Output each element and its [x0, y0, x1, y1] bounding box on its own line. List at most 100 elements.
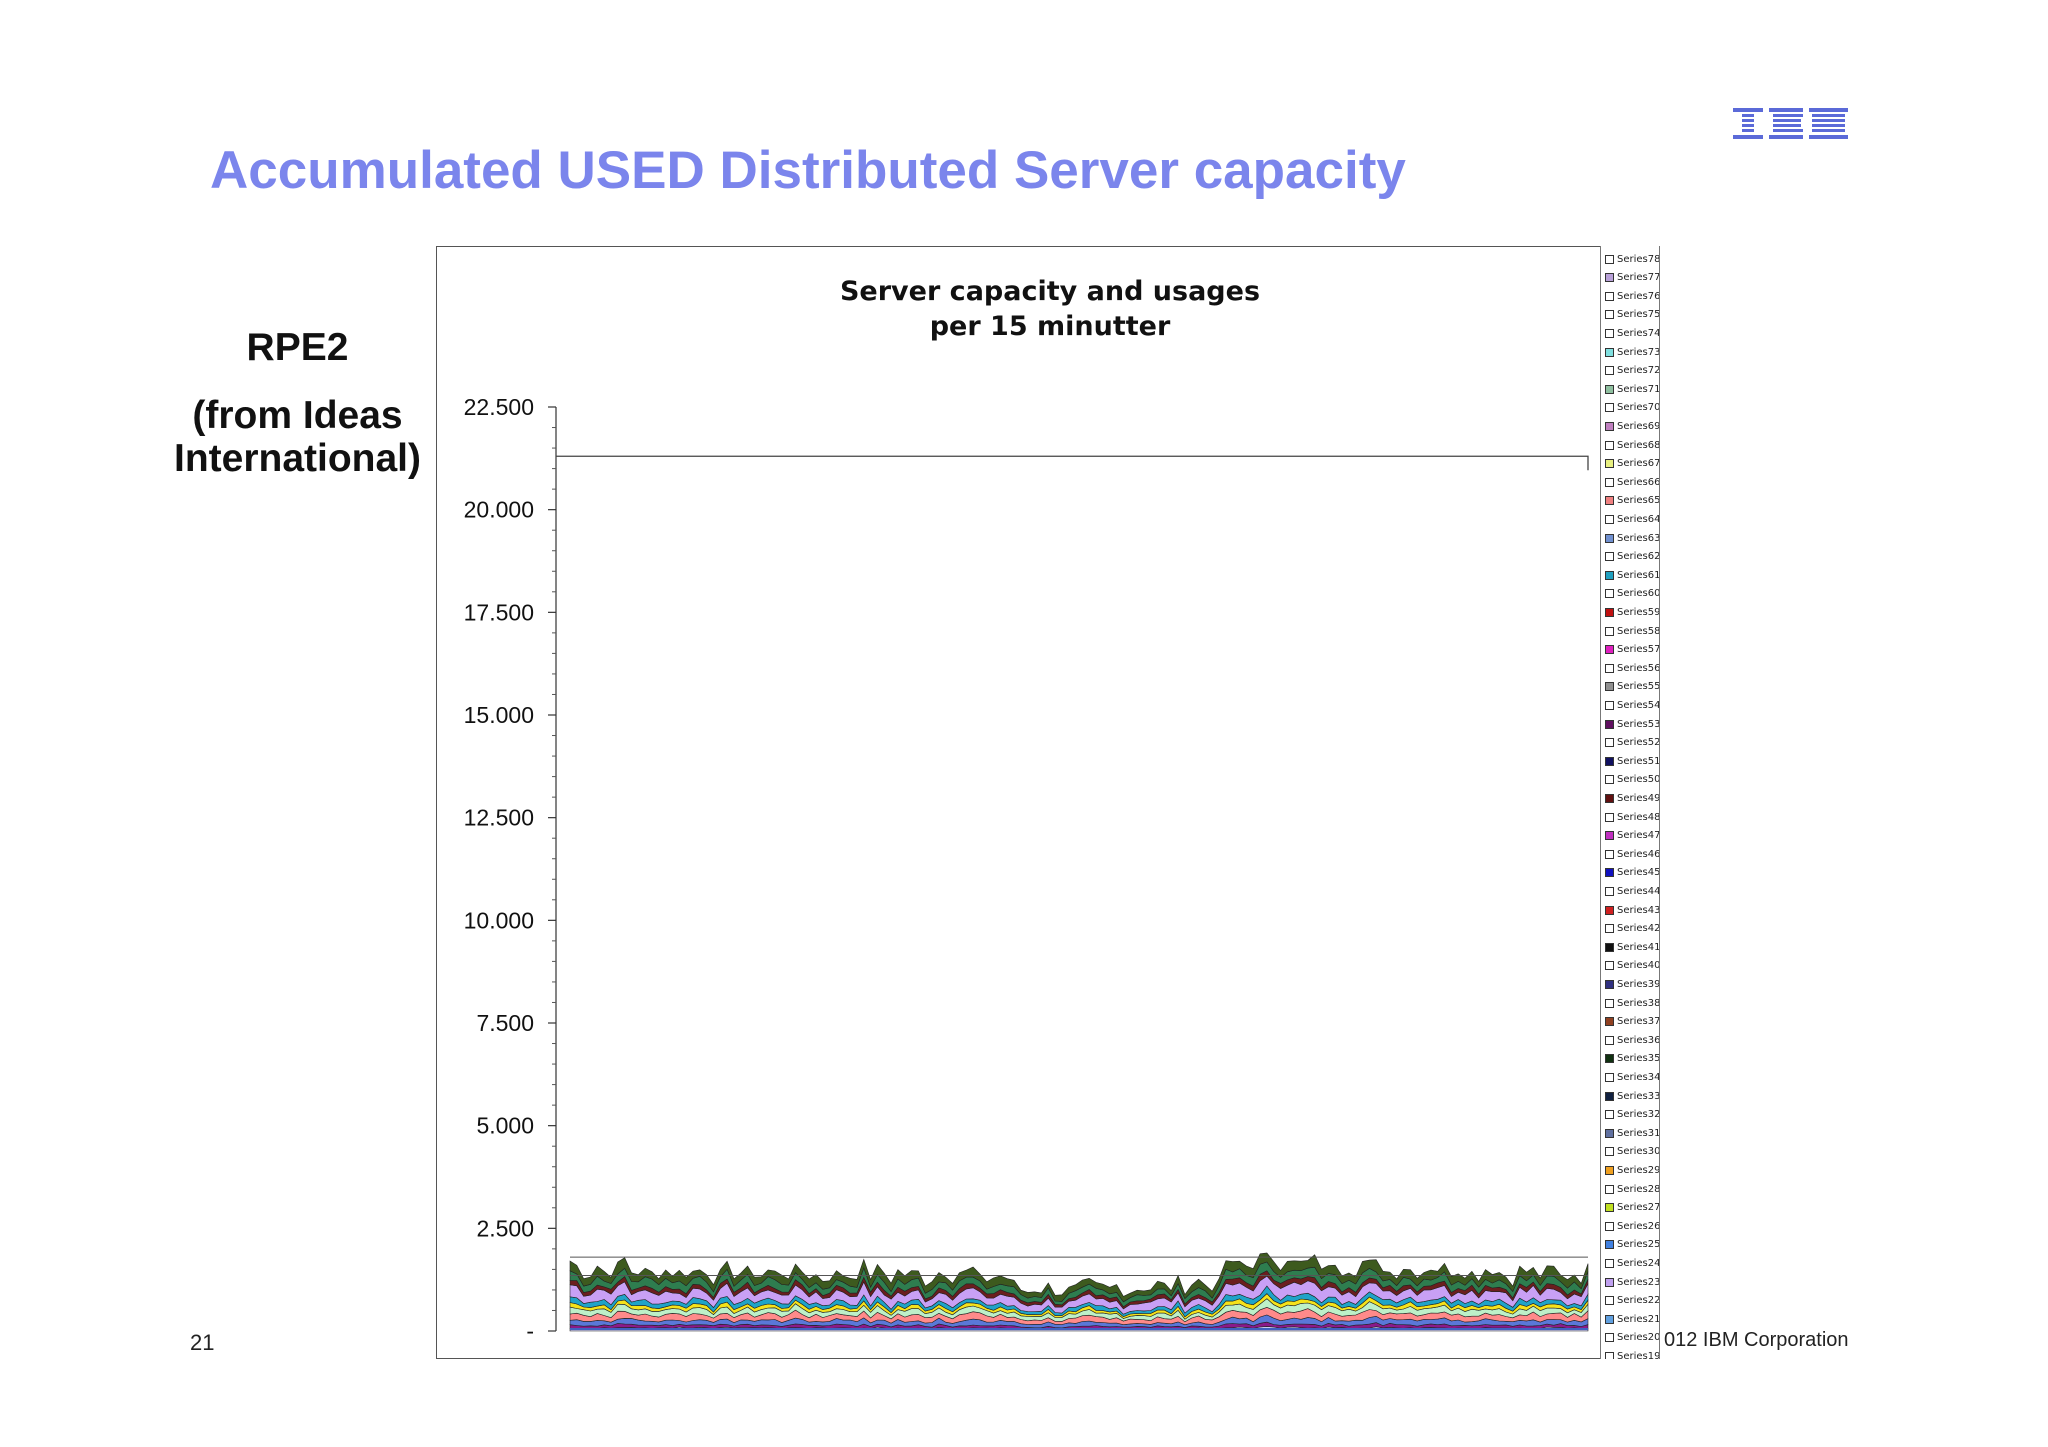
- legend-label: Series74: [1617, 327, 1660, 339]
- legend-label: Series54: [1617, 699, 1660, 711]
- legend-item: Series39: [1605, 976, 1660, 992]
- legend-item: Series34: [1605, 1069, 1659, 1085]
- legend-swatch: [1605, 979, 1614, 989]
- legend-swatch: [1605, 1351, 1614, 1359]
- legend-label: Series67: [1617, 458, 1660, 470]
- legend-label: Series72: [1617, 365, 1660, 377]
- legend-swatch: [1605, 942, 1614, 952]
- legend-label: Series61: [1617, 569, 1660, 581]
- legend-item: Series31: [1605, 1125, 1660, 1141]
- legend-swatch: [1605, 626, 1614, 636]
- legend-item: Series29: [1605, 1162, 1659, 1178]
- legend-item: Series35: [1605, 1051, 1659, 1067]
- legend-item: Series22: [1605, 1293, 1659, 1309]
- legend-swatch: [1605, 924, 1614, 934]
- legend-item: Series24: [1605, 1255, 1660, 1271]
- legend-swatch: [1605, 273, 1614, 283]
- legend-swatch: [1605, 421, 1614, 431]
- legend-label: Series28: [1617, 1183, 1660, 1195]
- legend-item: Series69: [1605, 418, 1659, 434]
- legend-item: Series54: [1605, 697, 1660, 713]
- y-tick-label: 12.500: [464, 805, 534, 831]
- legend-item: Series27: [1605, 1200, 1659, 1216]
- legend-label: Series31: [1617, 1127, 1660, 1139]
- legend-item: Series64: [1605, 511, 1660, 527]
- legend-label: Series49: [1617, 792, 1660, 804]
- legend-item: Series40: [1605, 958, 1660, 974]
- chart-legend: Series78 Series77 Series76 Series75 Series74…: [1600, 246, 1660, 1359]
- legend-swatch: [1605, 1258, 1614, 1268]
- legend-swatch: [1605, 496, 1614, 506]
- legend-item: Series42: [1605, 921, 1659, 937]
- legend-label: Series40: [1617, 960, 1660, 972]
- legend-label: Series75: [1617, 309, 1660, 321]
- legend-label: Series21: [1617, 1313, 1660, 1325]
- legend-label: Series39: [1617, 978, 1660, 990]
- legend-label: Series60: [1617, 588, 1660, 600]
- legend-item: Series60: [1605, 586, 1660, 602]
- side-label-metric: RPE2: [246, 326, 349, 369]
- legend-label: Series43: [1617, 904, 1660, 916]
- page-number: 21: [190, 1330, 215, 1355]
- legend-label: Series23: [1617, 1276, 1660, 1288]
- legend-swatch: [1605, 700, 1614, 710]
- legend-item: Series30: [1605, 1144, 1659, 1160]
- legend-item: Series55: [1605, 679, 1659, 695]
- legend-swatch: [1605, 645, 1614, 655]
- legend-label: Series52: [1617, 737, 1660, 749]
- legend-label: Series76: [1617, 290, 1660, 302]
- legend-item: Series67: [1605, 456, 1660, 472]
- legend-item: Series26: [1605, 1218, 1659, 1234]
- legend-label: Series47: [1617, 830, 1660, 842]
- legend-swatch: [1605, 849, 1614, 859]
- legend-item: Series52: [1605, 735, 1660, 751]
- legend-label: Series57: [1617, 644, 1660, 656]
- legend-label: Series19: [1617, 1350, 1660, 1359]
- stack-layer-11: [569, 1252, 1589, 1303]
- stacked-area-chart: - 2.500 5.000 7.500 10.000 12.500 15.000 17.500…: [464, 394, 1589, 1344]
- legend-item: Series56: [1605, 660, 1660, 676]
- legend-swatch: [1605, 1221, 1614, 1231]
- legend-item: Series63: [1605, 530, 1659, 546]
- y-tick-label: -: [526, 1318, 534, 1344]
- legend-label: Series38: [1617, 997, 1660, 1009]
- legend-swatch: [1605, 310, 1614, 320]
- legend-item: Series50: [1605, 772, 1659, 788]
- copyright: 012 IBM Corporation: [1664, 1329, 1849, 1351]
- legend-item: Series62: [1605, 549, 1660, 565]
- legend-swatch: [1605, 905, 1614, 915]
- legend-swatch: [1605, 738, 1614, 748]
- legend-swatch: [1605, 328, 1614, 338]
- legend-label: Series78: [1617, 253, 1660, 265]
- legend-label: Series24: [1617, 1257, 1660, 1269]
- legend-item: Series73: [1605, 344, 1659, 360]
- y-tick-label: 15.000: [464, 702, 534, 728]
- legend-item: Series38: [1605, 995, 1660, 1011]
- legend-label: Series64: [1617, 513, 1660, 525]
- y-tick-label: 17.500: [464, 599, 534, 625]
- legend-item: Series72: [1605, 363, 1660, 379]
- legend-label: Series53: [1617, 718, 1660, 730]
- legend-item: Series37: [1605, 1014, 1659, 1030]
- legend-item: Series21: [1605, 1311, 1660, 1327]
- legend-item: Series43: [1605, 902, 1660, 918]
- legend-label: Series70: [1617, 402, 1660, 414]
- legend-swatch: [1605, 459, 1614, 469]
- legend-label: Series33: [1617, 1090, 1660, 1102]
- legend-swatch: [1605, 719, 1614, 729]
- legend-label: Series25: [1617, 1239, 1660, 1251]
- legend-swatch: [1605, 831, 1614, 841]
- legend-swatch: [1605, 756, 1614, 766]
- y-tick-label: 2.500: [476, 1215, 534, 1241]
- y-tick-label: 20.000: [464, 497, 534, 523]
- legend-item: Series70: [1605, 400, 1660, 416]
- legend-item: Series28: [1605, 1181, 1660, 1197]
- legend-swatch: [1605, 366, 1614, 376]
- capacity-line: [556, 455, 1589, 471]
- legend-label: Series41: [1617, 941, 1660, 953]
- legend-item: Series20: [1605, 1330, 1659, 1346]
- legend-label: Series62: [1617, 551, 1660, 563]
- legend-label: Series36: [1617, 1034, 1660, 1046]
- legend-label: Series56: [1617, 662, 1660, 674]
- legend-label: Series46: [1617, 848, 1660, 860]
